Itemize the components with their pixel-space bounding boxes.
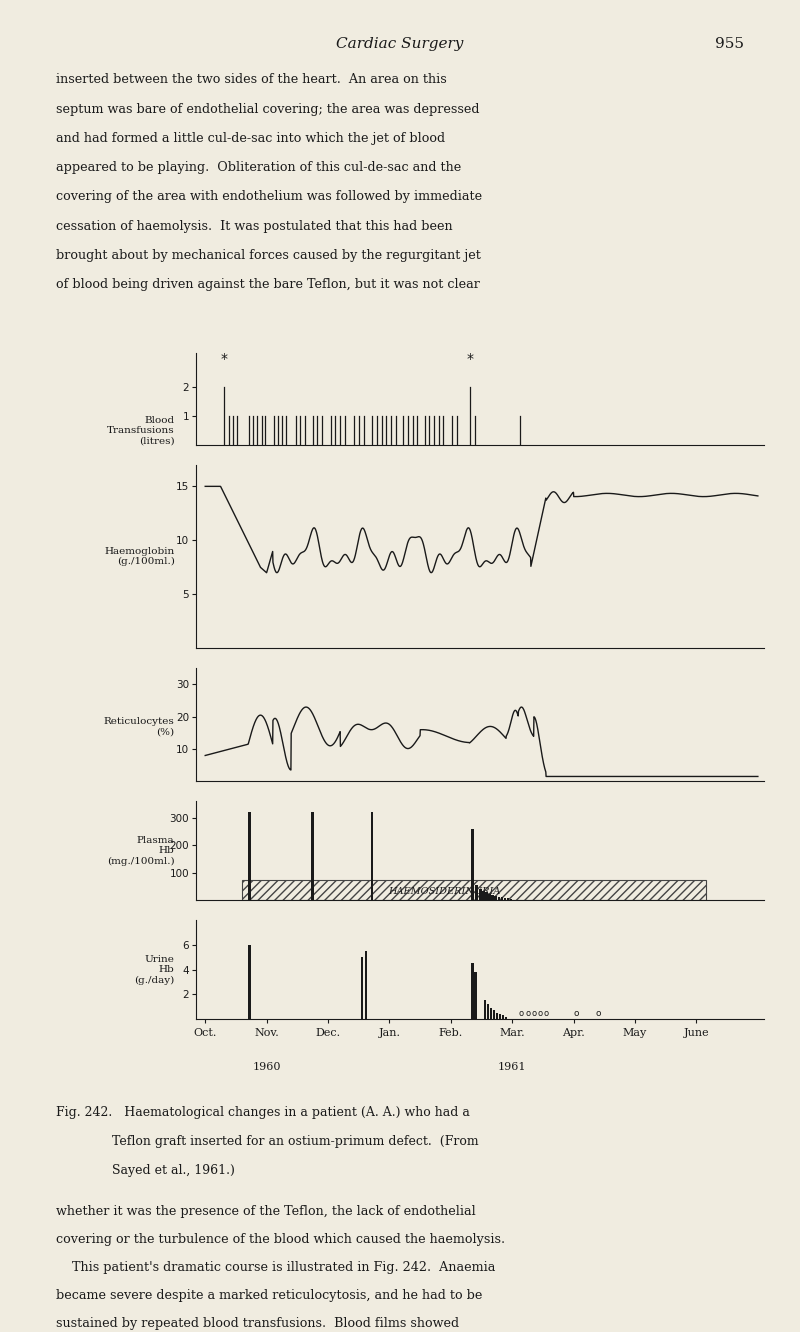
Bar — [361, 958, 363, 1019]
Text: sustained by repeated blood transfusions.  Blood films showed: sustained by repeated blood transfusions… — [56, 1317, 459, 1331]
Text: Haemoglobin
(g./100ml.): Haemoglobin (g./100ml.) — [104, 546, 174, 566]
Text: 1960: 1960 — [252, 1062, 281, 1072]
Text: *: * — [220, 352, 227, 366]
Bar — [501, 898, 503, 900]
Text: o: o — [543, 1008, 549, 1018]
Text: Cardiac Surgery: Cardiac Surgery — [336, 37, 464, 52]
Text: 955: 955 — [715, 37, 744, 52]
Text: Sayed et al., 1961.): Sayed et al., 1961.) — [56, 1164, 235, 1177]
Bar — [482, 891, 485, 900]
Text: o: o — [595, 1008, 601, 1018]
Bar — [483, 1000, 486, 1019]
Bar — [248, 813, 250, 900]
Bar — [475, 884, 478, 900]
Bar — [506, 899, 509, 900]
Bar — [371, 813, 374, 900]
Text: of blood being driven against the bare Teflon, but it was not clear: of blood being driven against the bare T… — [56, 278, 480, 292]
Bar — [494, 896, 497, 900]
Text: Reticulocytes
(%): Reticulocytes (%) — [104, 717, 174, 737]
Text: became severe despite a marked reticulocytosis, and he had to be: became severe despite a marked reticuloc… — [56, 1289, 482, 1303]
Text: and had formed a little cul-de-sac into which the jet of blood: and had formed a little cul-de-sac into … — [56, 132, 445, 145]
Text: covering of the area with endothelium was followed by immediate: covering of the area with endothelium wa… — [56, 190, 482, 204]
Text: inserted between the two sides of the heart.  An area on this: inserted between the two sides of the he… — [56, 73, 446, 87]
Bar — [505, 1016, 507, 1019]
Text: *: * — [467, 352, 474, 366]
Text: Teflon graft inserted for an ostium-primum defect.  (From: Teflon graft inserted for an ostium-prim… — [56, 1135, 478, 1148]
Bar — [490, 1008, 492, 1019]
Bar — [491, 895, 494, 900]
Bar — [486, 1004, 489, 1019]
Text: o: o — [574, 1008, 579, 1018]
Bar — [486, 892, 488, 900]
Text: septum was bare of endothelial covering; the area was depressed: septum was bare of endothelial covering;… — [56, 103, 479, 116]
Bar — [242, 879, 706, 900]
Text: Urine
Hb
(g./day): Urine Hb (g./day) — [134, 955, 174, 984]
Bar — [471, 829, 474, 900]
Bar — [311, 813, 314, 900]
Text: 1961: 1961 — [498, 1062, 526, 1072]
Text: covering or the turbulence of the blood which caused the haemolysis.: covering or the turbulence of the blood … — [56, 1233, 505, 1247]
Bar — [471, 963, 474, 1019]
Text: o: o — [525, 1008, 530, 1018]
Text: Fig. 242.   Haematological changes in a patient (A. A.) who had a: Fig. 242. Haematological changes in a pa… — [56, 1106, 470, 1119]
Bar — [248, 944, 250, 1019]
Text: Blood
Transfusions
(litres): Blood Transfusions (litres) — [107, 416, 174, 445]
Text: HAEMOSIDERINURIA: HAEMOSIDERINURIA — [389, 887, 501, 896]
Bar — [502, 1015, 504, 1019]
Text: This patient's dramatic course is illustrated in Fig. 242.  Anaemia: This patient's dramatic course is illust… — [56, 1261, 495, 1275]
Text: brought about by mechanical forces caused by the regurgitant jet: brought about by mechanical forces cause… — [56, 249, 481, 262]
Bar — [498, 896, 500, 900]
Bar — [496, 1012, 498, 1019]
Text: Plasma
Hb
(mg./100ml.): Plasma Hb (mg./100ml.) — [107, 835, 174, 866]
Bar — [504, 898, 506, 900]
Text: cessation of haemolysis.  It was postulated that this had been: cessation of haemolysis. It was postulat… — [56, 220, 453, 233]
Bar — [365, 951, 367, 1019]
Text: whether it was the presence of the Teflon, the lack of endothelial: whether it was the presence of the Teflo… — [56, 1205, 476, 1219]
Text: o: o — [531, 1008, 536, 1018]
Bar — [479, 890, 482, 900]
Text: o: o — [538, 1008, 542, 1018]
Bar — [474, 972, 477, 1019]
Text: o: o — [519, 1008, 524, 1018]
Text: appeared to be playing.  Obliteration of this cul-de-sac and the: appeared to be playing. Obliteration of … — [56, 161, 462, 174]
Bar — [493, 1011, 495, 1019]
Bar — [499, 1014, 501, 1019]
Bar — [488, 894, 490, 900]
